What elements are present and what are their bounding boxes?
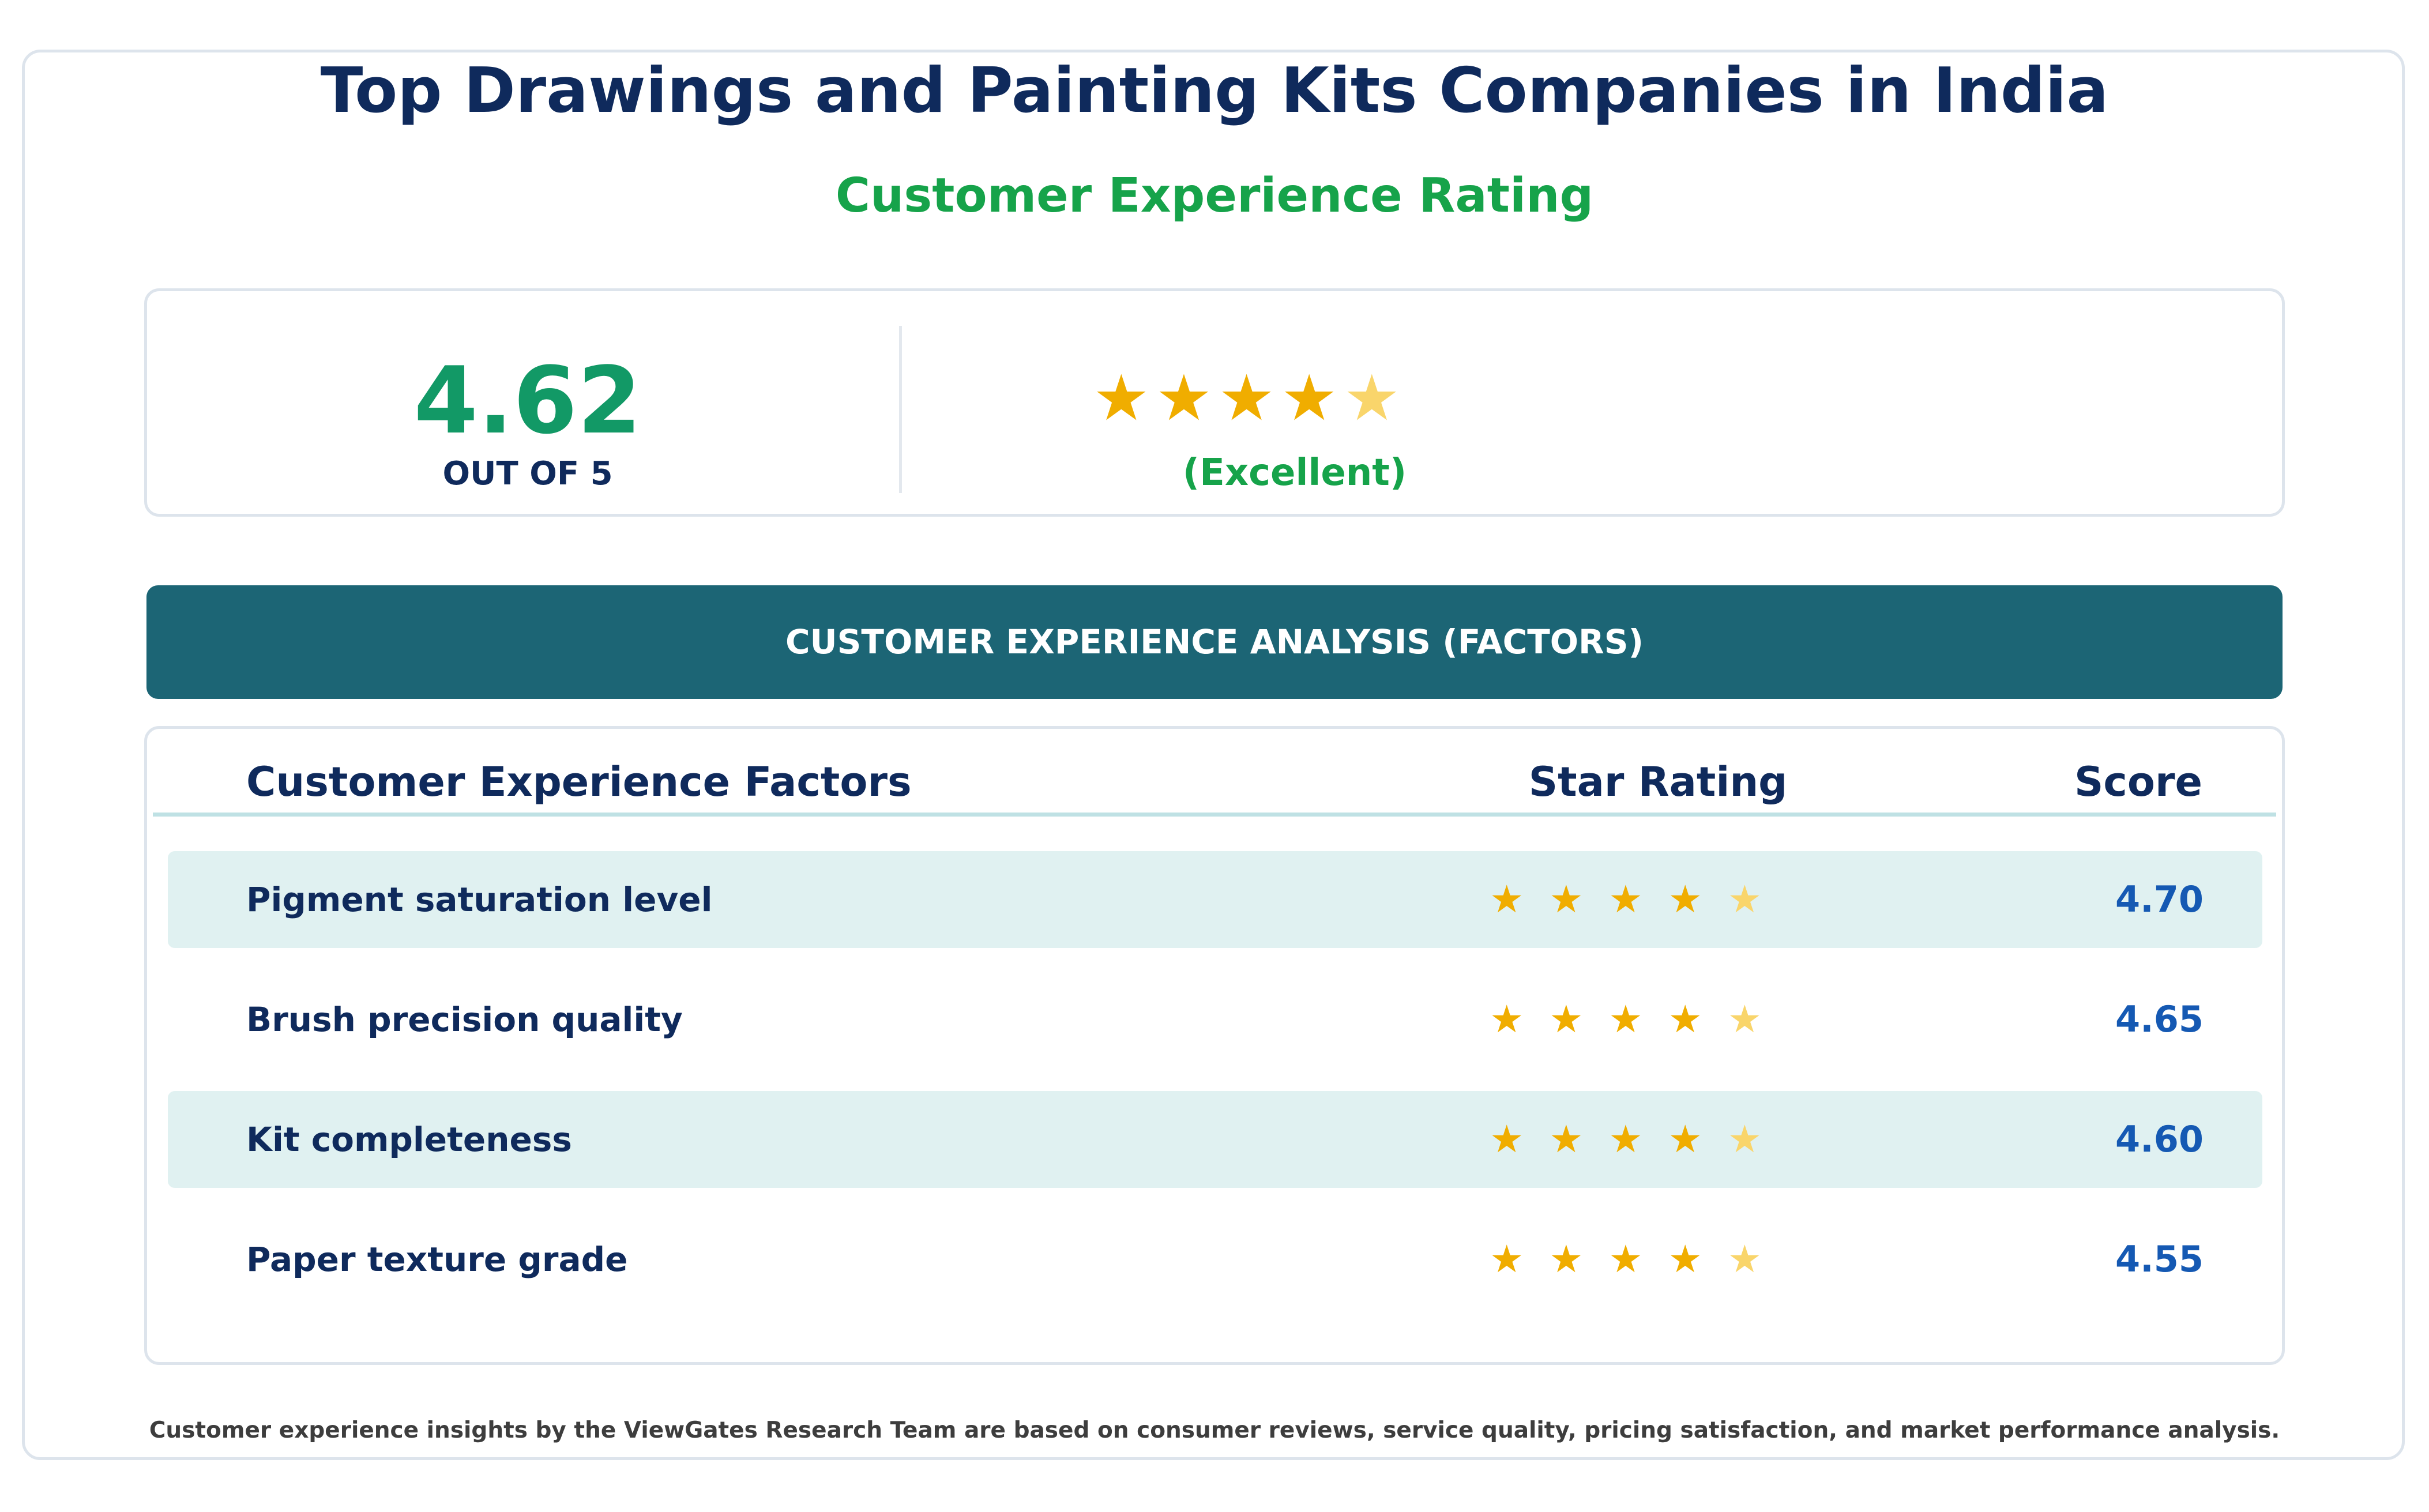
column-header-score: Score [2074,758,2202,806]
row-star-rating: ★★★★★ [1373,1211,1904,1308]
half-star-icon: ★ [1343,361,1407,435]
star-icon: ★ [1490,997,1550,1041]
row-star-rating: ★★★★★ [1373,851,1904,948]
half-star-icon: ★ [1727,997,1787,1041]
star-icon: ★ [1668,997,1728,1041]
star-icon: ★ [1280,361,1344,435]
page-title: Top Drawings and Painting Kits Companies… [320,55,2109,127]
row-star-rating: ★★★★★ [1373,1091,1904,1188]
star-icon: ★ [1093,361,1156,435]
star-icon: ★ [1668,1237,1728,1281]
star-icon: ★ [1155,361,1219,435]
row-star-rating: ★★★★★ [1373,971,1904,1068]
star-icon: ★ [1549,877,1609,922]
half-star-icon: ★ [1727,1237,1787,1281]
factor-name: Paper texture grade [246,1240,628,1279]
column-header-factor: Customer Experience Factors [246,758,912,806]
page-subtitle: Customer Experience Rating [835,168,1594,223]
header-divider [153,813,2276,817]
table-row: Paper texture grade ★★★★★ 4.55 [168,1211,2262,1308]
factor-name: Pigment saturation level [246,880,713,919]
summary-card: 4.62 OUT OF 5 ★★★★★ (Excellent) [144,288,2285,517]
star-icon: ★ [1549,1237,1609,1281]
factor-score: 4.65 [2115,998,2204,1040]
star-icon: ★ [1668,1117,1728,1161]
factor-score: 4.70 [2115,878,2204,920]
footer-note: Customer experience insights by the View… [149,1417,2280,1443]
star-icon: ★ [1549,997,1609,1041]
star-icon: ★ [1608,877,1668,922]
star-icon: ★ [1490,877,1550,922]
star-icon: ★ [1608,1117,1668,1161]
half-star-icon: ★ [1727,1117,1787,1161]
star-icon: ★ [1490,1117,1550,1161]
overall-star-rating: ★★★★★ [1093,360,1496,435]
star-icon: ★ [1549,1117,1609,1161]
factor-score: 4.55 [2115,1238,2204,1280]
star-icon: ★ [1668,877,1728,922]
table-row: Brush precision quality ★★★★★ 4.65 [168,971,2262,1068]
star-icon: ★ [1218,361,1281,435]
out-of-label: OUT OF 5 [442,455,613,492]
column-header-star-rating: Star Rating [1528,758,1788,806]
table-row: Pigment saturation level ★★★★★ 4.70 [168,851,2262,948]
half-star-icon: ★ [1727,877,1787,922]
summary-divider [899,326,902,493]
rating-label: (Excellent) [1182,452,1407,494]
star-icon: ★ [1608,1237,1668,1281]
factor-score: 4.60 [2115,1118,2204,1160]
factor-name: Kit completeness [246,1120,572,1159]
overall-score: 4.62 [413,347,642,454]
star-icon: ★ [1490,1237,1550,1281]
factors-table: Customer Experience Factors Star Rating … [144,726,2285,1365]
table-row: Kit completeness ★★★★★ 4.60 [168,1091,2262,1188]
star-icon: ★ [1608,997,1668,1041]
analysis-banner: CUSTOMER EXPERIENCE ANALYSIS (FACTORS) [146,585,2283,699]
factor-name: Brush precision quality [246,1000,683,1039]
